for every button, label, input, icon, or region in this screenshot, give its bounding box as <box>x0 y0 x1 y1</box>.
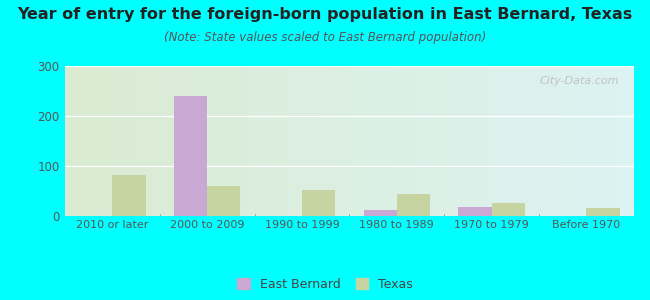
Text: (Note: State values scaled to East Bernard population): (Note: State values scaled to East Berna… <box>164 32 486 44</box>
Bar <box>458 207 491 216</box>
Bar <box>207 186 240 216</box>
Bar <box>363 210 396 216</box>
Bar <box>174 96 207 216</box>
Bar <box>491 203 525 216</box>
Legend: East Bernard, Texas: East Bernard, Texas <box>237 278 413 291</box>
Text: City-Data.com: City-Data.com <box>540 76 619 86</box>
Bar <box>112 175 146 216</box>
Text: Year of entry for the foreign-born population in East Bernard, Texas: Year of entry for the foreign-born popul… <box>18 8 632 22</box>
Bar <box>586 208 619 216</box>
Bar <box>302 190 335 216</box>
Bar <box>396 194 430 216</box>
